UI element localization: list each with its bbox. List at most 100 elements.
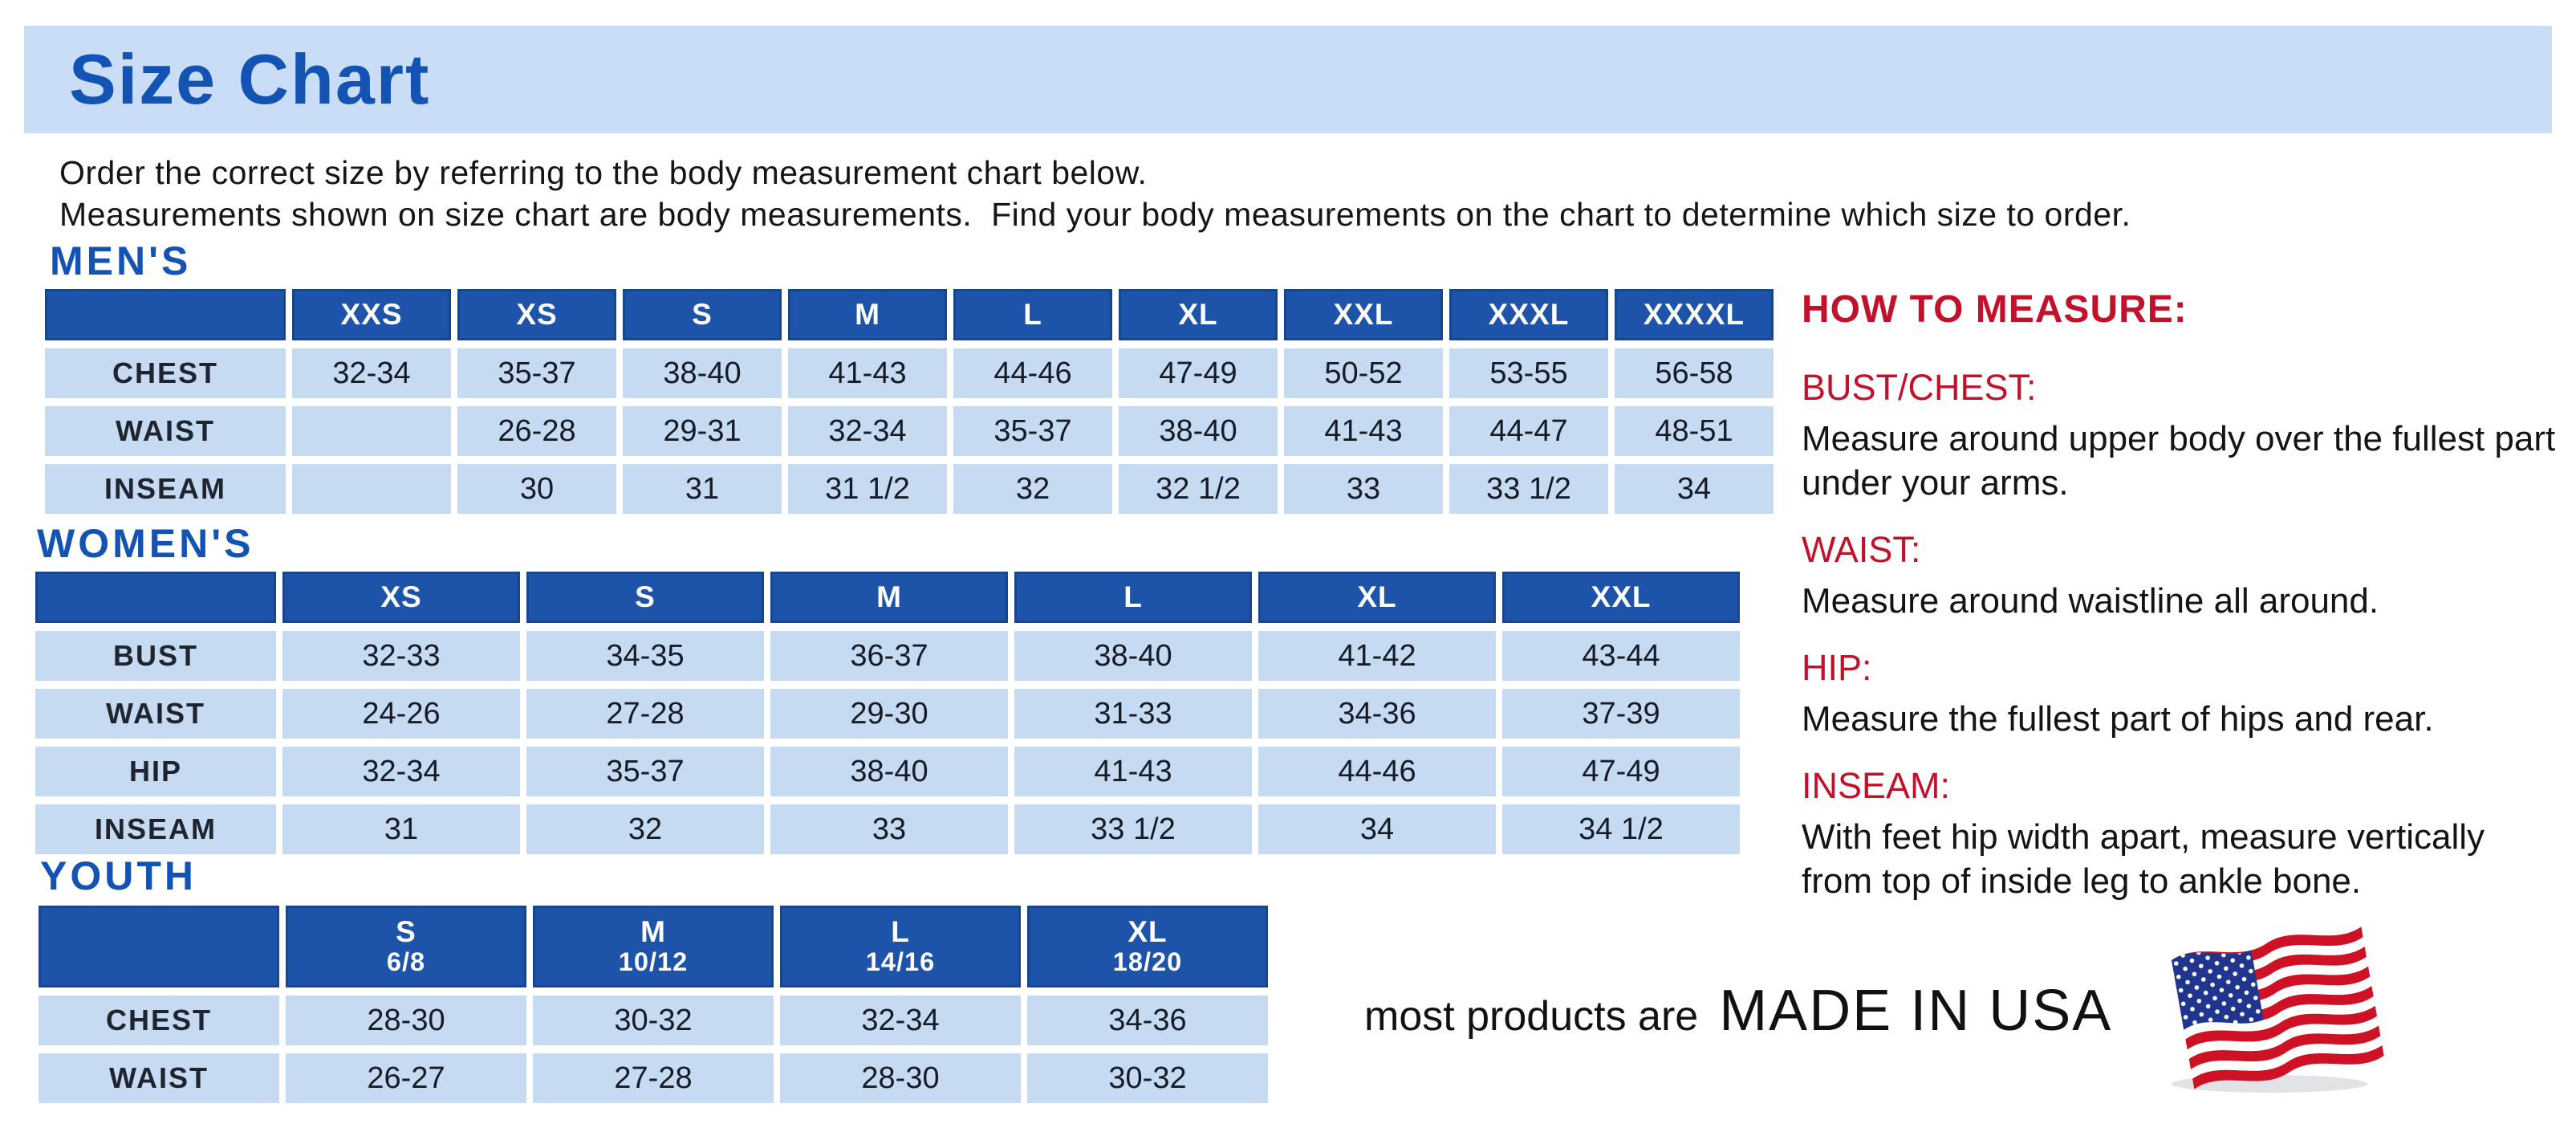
size-value-cell: 30 bbox=[457, 464, 616, 514]
table-corner-cell bbox=[45, 289, 286, 340]
size-value-cell: 44-46 bbox=[953, 348, 1112, 398]
usa-flag-icon bbox=[2171, 922, 2385, 1093]
row-label-cell: WAIST bbox=[35, 689, 276, 739]
size-value-cell: 32 bbox=[526, 804, 764, 854]
size-value-cell: 43-44 bbox=[1502, 631, 1740, 681]
mens-size-table: XXS XS S M L XL XXL XXXL XXXXL CHEST 32-34 35-37 38-… bbox=[45, 289, 1774, 514]
youth-size-table: S 6/8 M 10/12 L 14/16 XL 18/20 CHEST 28-30 30-32 32… bbox=[39, 906, 1268, 1103]
row-label-cell: HIP bbox=[35, 747, 276, 796]
size-value-cell: 34-36 bbox=[1027, 996, 1268, 1045]
size-value-cell: 34 1/2 bbox=[1502, 804, 1740, 854]
size-value-cell: 44-46 bbox=[1258, 747, 1496, 796]
size-column-header: XL bbox=[1119, 289, 1278, 340]
size-value-cell: 31-33 bbox=[1014, 689, 1252, 739]
size-value-cell: 32-33 bbox=[282, 631, 520, 681]
size-value-cell: 32-34 bbox=[282, 747, 520, 796]
made-in-usa-line: most products are MADE IN USA bbox=[1364, 978, 2112, 1044]
size-value-cell: 29-30 bbox=[770, 689, 1008, 739]
size-column-header: XS bbox=[457, 289, 616, 340]
intro-line-1: Order the correct size by referring to t… bbox=[59, 154, 1148, 191]
row-label-cell: WAIST bbox=[39, 1053, 279, 1103]
size-value-cell: 33 bbox=[770, 804, 1008, 854]
size-column-header: XS bbox=[282, 572, 520, 623]
section-label-womens: WOMEN'S bbox=[37, 521, 254, 566]
measure-term-bust-chest: BUST/CHEST: bbox=[1802, 367, 2037, 408]
size-value-cell bbox=[292, 464, 451, 514]
size-value-cell: 34 bbox=[1258, 804, 1496, 854]
size-value-cell: 34 bbox=[1615, 464, 1774, 514]
size-column-header: XL bbox=[1258, 572, 1496, 623]
row-label-cell: INSEAM bbox=[45, 464, 286, 514]
section-label-youth: YOUTH bbox=[40, 853, 197, 898]
size-value-cell: 56-58 bbox=[1615, 348, 1774, 398]
intro-line-2: Measurements shown on size chart are bod… bbox=[59, 196, 2131, 233]
womens-size-table: XS S M L XL XXL BUST 32-33 34-35 36-37 38-40 41-42 4… bbox=[35, 572, 1740, 854]
size-value-cell: 30-32 bbox=[1027, 1053, 1268, 1103]
size-value-cell: 38-40 bbox=[770, 747, 1008, 796]
size-column-header: XL 18/20 bbox=[1027, 906, 1268, 987]
size-value-cell: 28-30 bbox=[780, 1053, 1021, 1103]
size-column-header: L bbox=[953, 289, 1112, 340]
size-value-cell: 50-52 bbox=[1284, 348, 1443, 398]
size-column-header: XXL bbox=[1284, 289, 1443, 340]
size-value-cell: 33 bbox=[1284, 464, 1443, 514]
measure-description-waist: Measure around waistline all around. bbox=[1802, 581, 2379, 621]
size-value-cell: 44-47 bbox=[1449, 406, 1608, 456]
row-label-cell: INSEAM bbox=[35, 804, 276, 854]
size-value-cell: 30-32 bbox=[533, 996, 774, 1045]
measure-term-inseam: INSEAM: bbox=[1802, 765, 1951, 806]
how-to-measure-heading: HOW TO MEASURE: bbox=[1802, 288, 2188, 331]
size-column-header: XXXXL bbox=[1615, 289, 1774, 340]
size-value-cell: 32 bbox=[953, 464, 1112, 514]
size-value-cell: 32-34 bbox=[788, 406, 947, 456]
how-to-measure-panel: HOW TO MEASURE: BUST/CHEST: Measure arou… bbox=[1802, 287, 2556, 903]
measure-description-bust-chest: Measure around upper body over the fulle… bbox=[1802, 419, 2556, 503]
measure-description-inseam: With feet hip width apart, measure verti… bbox=[1802, 817, 2485, 901]
size-value-cell: 32-34 bbox=[292, 348, 451, 398]
size-value-cell: 31 1/2 bbox=[788, 464, 947, 514]
size-value-cell: 26-28 bbox=[457, 406, 616, 456]
made-in-usa-text: MADE IN USA bbox=[1719, 979, 2113, 1043]
row-label-cell: BUST bbox=[35, 631, 276, 681]
size-column-header: M 10/12 bbox=[533, 906, 774, 987]
size-value-cell: 32-34 bbox=[780, 996, 1021, 1045]
size-column-header: L bbox=[1014, 572, 1252, 623]
size-value-cell: 38-40 bbox=[1119, 406, 1278, 456]
size-value-cell: 36-37 bbox=[770, 631, 1008, 681]
size-value-cell: 26-27 bbox=[286, 1053, 526, 1103]
size-value-cell: 41-43 bbox=[788, 348, 947, 398]
size-value-cell: 27-28 bbox=[526, 689, 764, 739]
size-value-cell: 47-49 bbox=[1502, 747, 1740, 796]
size-column-header: XXS bbox=[292, 289, 451, 340]
title-banner: Size Chart bbox=[24, 26, 2552, 133]
measure-term-waist: WAIST: bbox=[1802, 529, 1921, 570]
size-value-cell: 28-30 bbox=[286, 996, 526, 1045]
size-value-cell: 48-51 bbox=[1615, 406, 1774, 456]
section-label-mens: MEN'S bbox=[50, 238, 192, 283]
row-label-cell: CHEST bbox=[45, 348, 286, 398]
row-label-cell: WAIST bbox=[45, 406, 286, 456]
page-title: Size Chart bbox=[69, 39, 431, 119]
size-column-header: XXL bbox=[1502, 572, 1740, 623]
size-value-cell: 29-31 bbox=[623, 406, 782, 456]
size-value-cell: 38-40 bbox=[1014, 631, 1252, 681]
measure-term-hip: HIP: bbox=[1802, 647, 1872, 688]
size-column-header: S 6/8 bbox=[286, 906, 526, 987]
size-value-cell: 41-43 bbox=[1014, 747, 1252, 796]
size-value-cell: 47-49 bbox=[1119, 348, 1278, 398]
size-value-cell: 35-37 bbox=[526, 747, 764, 796]
size-value-cell: 31 bbox=[282, 804, 520, 854]
measure-description-hip: Measure the fullest part of hips and rea… bbox=[1802, 699, 2434, 739]
table-corner-cell bbox=[35, 572, 276, 623]
size-value-cell: 53-55 bbox=[1449, 348, 1608, 398]
size-value-cell: 41-43 bbox=[1284, 406, 1443, 456]
size-value-cell: 33 1/2 bbox=[1449, 464, 1608, 514]
size-value-cell: 38-40 bbox=[623, 348, 782, 398]
row-label-cell: CHEST bbox=[39, 996, 279, 1045]
size-value-cell: 34-35 bbox=[526, 631, 764, 681]
size-value-cell: 35-37 bbox=[953, 406, 1112, 456]
size-column-header: L 14/16 bbox=[780, 906, 1021, 987]
size-column-header: XXXL bbox=[1449, 289, 1608, 340]
size-value-cell: 24-26 bbox=[282, 689, 520, 739]
size-value-cell: 31 bbox=[623, 464, 782, 514]
